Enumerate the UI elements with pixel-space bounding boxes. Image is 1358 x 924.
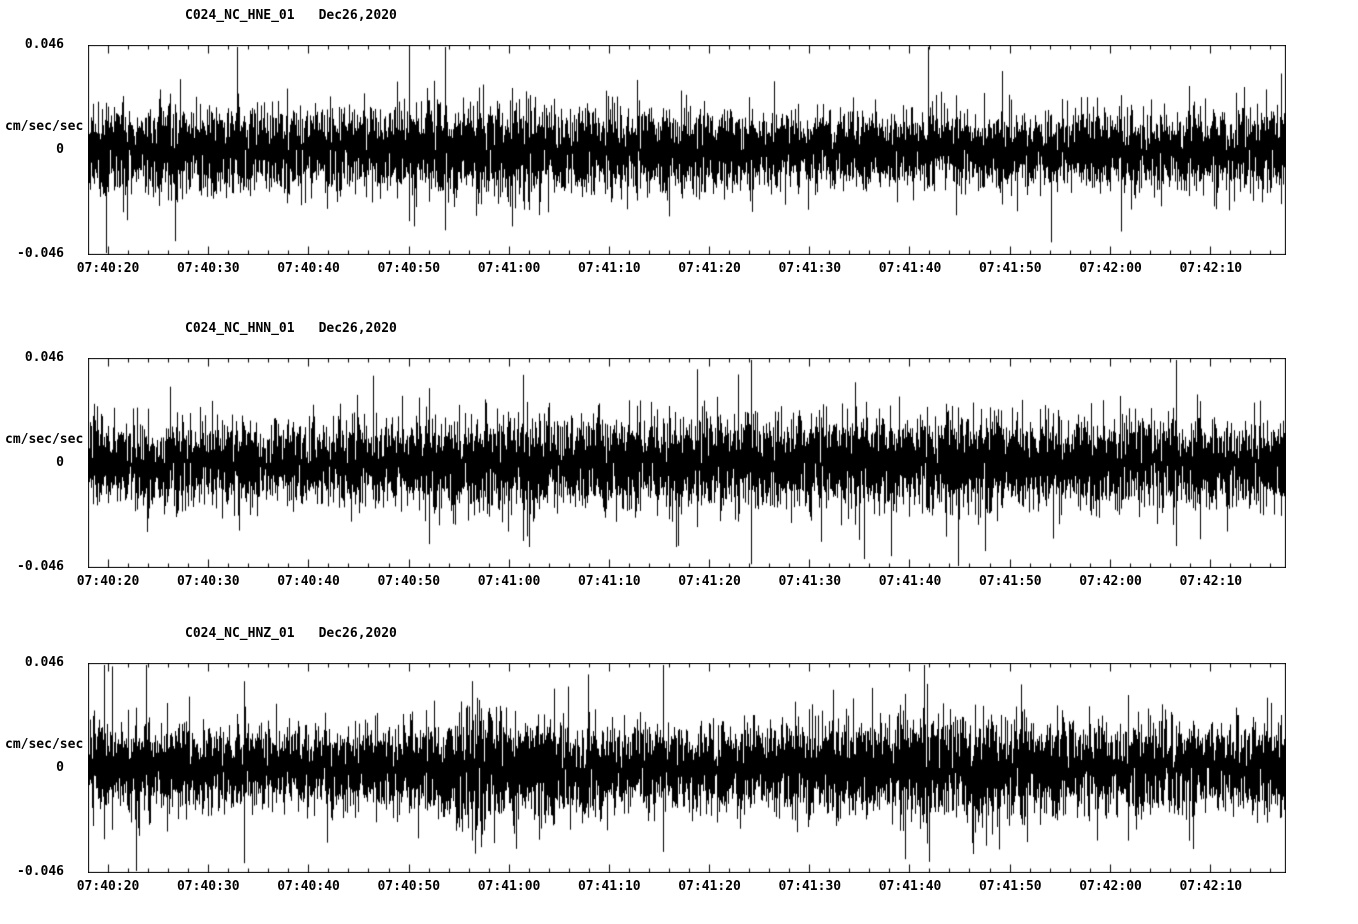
x-tick-label: 07:40:20 xyxy=(76,574,140,589)
x-tick-label: 07:42:10 xyxy=(1179,879,1243,894)
waveform-plot xyxy=(88,663,1286,873)
y-axis-max-label: 0.046 xyxy=(24,655,64,670)
y-axis-min-label: -0.046 xyxy=(17,864,64,879)
x-tick-label: 07:40:30 xyxy=(176,261,240,276)
x-tick-label: 07:41:10 xyxy=(577,574,641,589)
x-tick-label: 07:40:50 xyxy=(377,574,441,589)
seismogram-panel-hnz: C024_NC_HNZ_01 Dec26,2020 0.046 cm/sec/se… xyxy=(0,618,1358,918)
y-axis-min-label: -0.046 xyxy=(17,559,64,574)
x-axis-labels: 07:40:20 07:40:30 07:40:40 07:40:50 07:41:00… xyxy=(0,574,1358,592)
waveform-plot xyxy=(88,358,1286,568)
trace-id: C024_NC_HNZ_01 xyxy=(185,626,295,641)
x-tick-label: 07:40:20 xyxy=(76,261,140,276)
trace-id: C024_NC_HNE_01 xyxy=(185,8,295,23)
trace-title: C024_NC_HNN_01 Dec26,2020 xyxy=(185,321,397,336)
trace-id: C024_NC_HNN_01 xyxy=(185,321,295,336)
x-tick-label: 07:41:40 xyxy=(878,879,942,894)
y-axis-zero-label: 0 xyxy=(56,142,64,157)
y-axis-zero-label: 0 xyxy=(56,760,64,775)
x-tick-label: 07:41:00 xyxy=(477,574,541,589)
x-tick-label: 07:41:40 xyxy=(878,574,942,589)
trace-title: C024_NC_HNE_01 Dec26,2020 xyxy=(185,8,397,23)
x-tick-label: 07:42:00 xyxy=(1079,879,1142,894)
x-tick-label: 07:41:10 xyxy=(577,261,641,276)
y-axis-unit-label: cm/sec/sec xyxy=(5,432,84,447)
x-tick-label: 07:41:50 xyxy=(978,574,1042,589)
x-tick-label: 07:42:10 xyxy=(1179,574,1243,589)
x-axis-labels: 07:40:20 07:40:30 07:40:40 07:40:50 07:41:00… xyxy=(0,261,1358,279)
waveform-plot xyxy=(88,45,1286,255)
x-axis-labels: 07:40:20 07:40:30 07:40:40 07:40:50 07:41:00… xyxy=(0,879,1358,897)
y-axis-unit-label: cm/sec/sec xyxy=(5,119,84,134)
x-tick-label: 07:41:00 xyxy=(477,261,541,276)
trace-title: C024_NC_HNZ_01 Dec26,2020 xyxy=(185,626,397,641)
y-axis-zero-label: 0 xyxy=(56,455,64,470)
x-tick-label: 07:42:00 xyxy=(1079,261,1142,276)
x-tick-label: 07:40:40 xyxy=(277,574,340,589)
x-tick-label: 07:41:40 xyxy=(878,261,942,276)
x-tick-label: 07:41:00 xyxy=(477,879,541,894)
x-tick-label: 07:40:20 xyxy=(76,879,140,894)
y-axis-min-label: -0.046 xyxy=(17,246,64,261)
x-tick-label: 07:41:10 xyxy=(577,879,641,894)
waveform-canvas xyxy=(88,358,1286,568)
x-tick-label: 07:41:20 xyxy=(678,879,741,894)
trace-date: Dec26,2020 xyxy=(318,8,397,23)
x-tick-label: 07:40:50 xyxy=(377,879,441,894)
x-tick-label: 07:42:00 xyxy=(1079,574,1142,589)
y-axis-max-label: 0.046 xyxy=(24,37,64,52)
y-axis-max-label: 0.046 xyxy=(24,350,64,365)
x-tick-label: 07:40:50 xyxy=(377,261,441,276)
x-tick-label: 07:41:50 xyxy=(978,261,1042,276)
waveform-canvas xyxy=(88,45,1286,255)
waveform-canvas xyxy=(88,663,1286,873)
trace-date: Dec26,2020 xyxy=(318,626,397,641)
seismogram-panel-hne: C024_NC_HNE_01 Dec26,2020 0.046 cm/sec/se… xyxy=(0,0,1358,300)
x-tick-label: 07:41:20 xyxy=(678,261,741,276)
x-tick-label: 07:41:30 xyxy=(778,261,842,276)
x-tick-label: 07:40:30 xyxy=(176,879,240,894)
x-tick-label: 07:40:30 xyxy=(176,574,240,589)
x-tick-label: 07:40:40 xyxy=(277,261,340,276)
x-tick-label: 07:41:20 xyxy=(678,574,741,589)
y-axis-unit-label: cm/sec/sec xyxy=(5,737,84,752)
x-tick-label: 07:41:30 xyxy=(778,879,842,894)
x-tick-label: 07:41:30 xyxy=(778,574,842,589)
x-tick-label: 07:40:40 xyxy=(277,879,340,894)
seismogram-panel-hnn: C024_NC_HNN_01 Dec26,2020 0.046 cm/sec/se… xyxy=(0,313,1358,613)
x-tick-label: 07:41:50 xyxy=(978,879,1042,894)
trace-date: Dec26,2020 xyxy=(318,321,397,336)
x-tick-label: 07:42:10 xyxy=(1179,261,1243,276)
